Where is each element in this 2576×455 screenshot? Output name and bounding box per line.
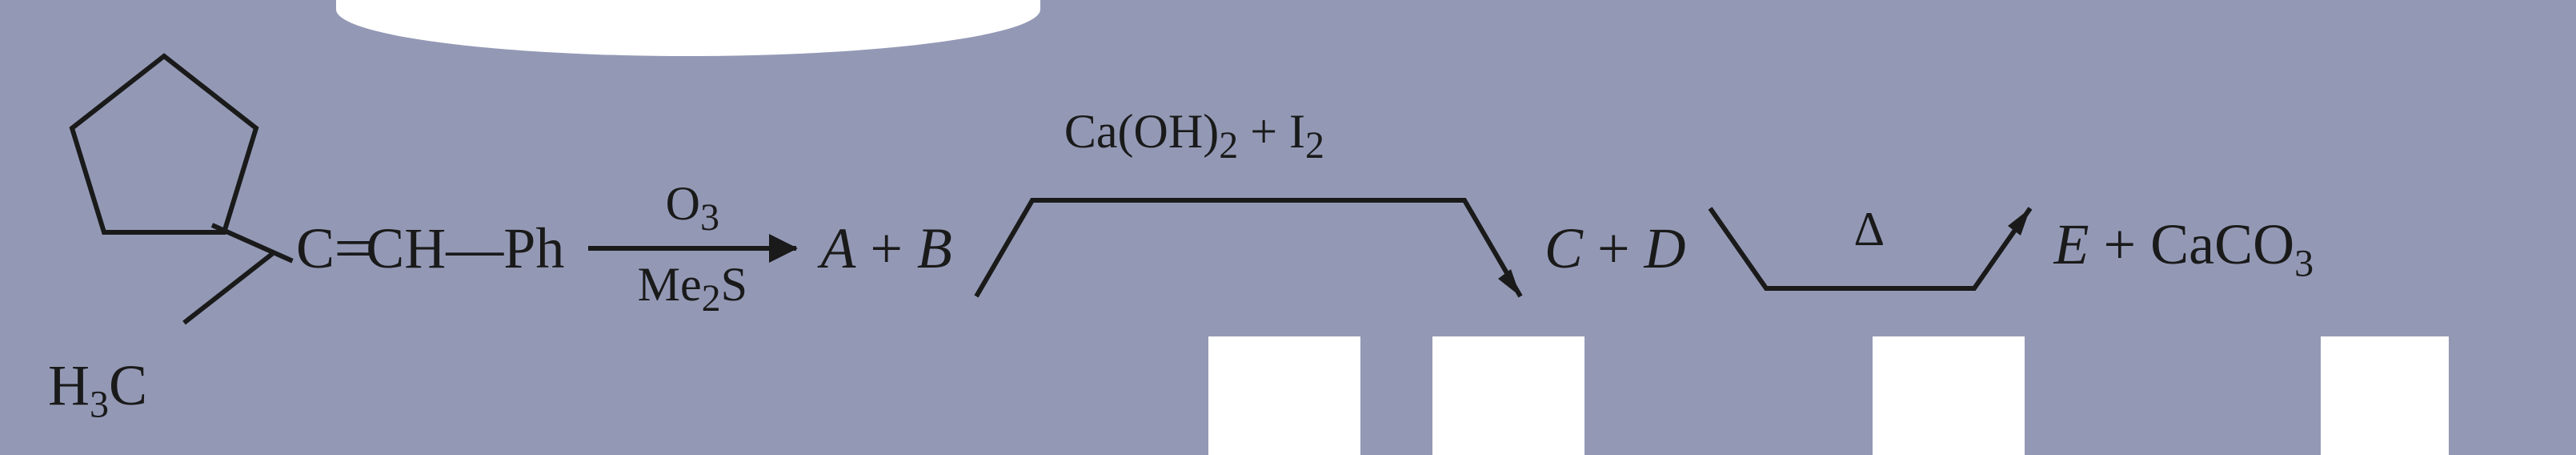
h3c-c: C	[109, 353, 147, 417]
patch-1	[1208, 336, 1360, 455]
frag-ph: Ph	[503, 216, 564, 280]
arrow-ozonolysis: O3 Me2S	[588, 176, 796, 320]
prod-c: C	[1544, 216, 1583, 280]
o3-3: 3	[700, 196, 719, 239]
caco3-3: 3	[2294, 242, 2314, 284]
o3-label: O3	[666, 176, 719, 240]
me2s-label: Me2S	[638, 257, 747, 320]
prod-e: E	[2054, 212, 2089, 276]
h3c-substituent: H3C	[48, 352, 147, 426]
patch-4	[2321, 336, 2449, 455]
delta-label: Δ	[1854, 202, 1885, 257]
patch-3	[1873, 336, 2025, 455]
frag-dash: —	[446, 216, 503, 280]
frag-dbl2: =	[345, 216, 367, 280]
caoh-i2-label: Ca(OH)2 + I2	[1064, 104, 1324, 167]
plus-cd: +	[1583, 216, 1645, 280]
products-cd: C + D	[1544, 215, 1686, 282]
h3c-3: 3	[90, 383, 109, 425]
patch-top	[336, 0, 1040, 56]
plus-e: +	[2089, 212, 2151, 276]
frag-ch: CH	[366, 216, 446, 280]
caoh-ca: Ca(OH)	[1064, 105, 1219, 158]
arrow1-line	[588, 246, 796, 251]
arrow-haloform: Ca(OH)2 + I2	[968, 192, 1528, 304]
me2s-s: S	[721, 258, 747, 311]
caoh-2: 2	[1219, 124, 1238, 167]
patch-2	[1432, 336, 1584, 455]
me2s-me: Me	[638, 258, 702, 311]
plus-i: + I	[1238, 105, 1305, 158]
arrow-heat: Δ	[1702, 192, 2038, 304]
me2s-2: 2	[702, 277, 721, 320]
prod-d: D	[1645, 216, 1686, 280]
prod-a: A	[820, 216, 855, 280]
alkene-fragment: C==CH—Ph	[296, 215, 564, 282]
caco3-pre: CaCO	[2150, 212, 2294, 276]
prod-b: B	[917, 216, 952, 280]
frag-c: C	[296, 216, 335, 280]
products-e-caco3: E + CaCO3	[2054, 211, 2314, 285]
o3-o: O	[666, 177, 700, 230]
h3c-h: H	[48, 353, 90, 417]
i-2: 2	[1305, 124, 1324, 167]
plus-ab: +	[855, 216, 917, 280]
reaction-scheme: C==CH—Ph O3 Me2S A + B Ca(OH)2 + I2 C + …	[48, 192, 2314, 304]
products-ab: A + B	[820, 215, 952, 282]
